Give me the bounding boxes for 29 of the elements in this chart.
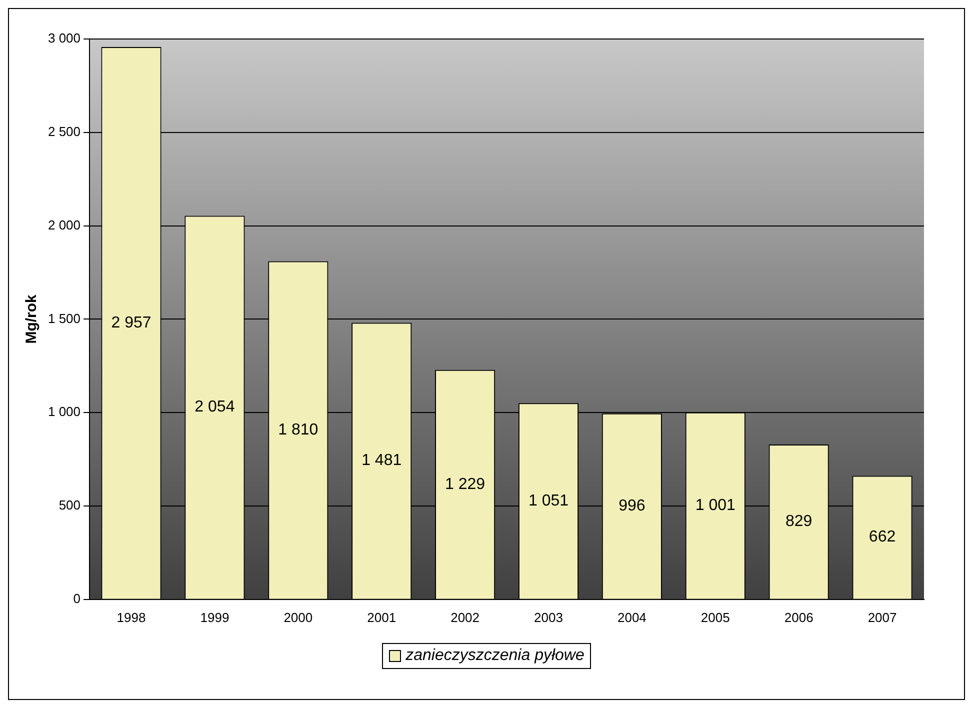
- y-tick-label: 3 000: [48, 30, 81, 46]
- x-tick-label: 2005: [700, 610, 730, 625]
- x-tick-label: 2000: [284, 610, 313, 625]
- data-label: 1 051: [528, 492, 569, 510]
- y-tick-label: 1 000: [48, 404, 81, 420]
- x-tick-label: 2003: [534, 610, 563, 625]
- y-tick-label: 1 500: [48, 310, 81, 326]
- x-tick-label: 1998: [116, 610, 146, 625]
- y-tick-label: 500: [58, 498, 81, 513]
- y-tick-label: 2 500: [48, 124, 81, 139]
- data-label: 1 481: [362, 452, 402, 470]
- x-tick-label: 1999: [200, 610, 230, 625]
- data-label: 996: [618, 498, 646, 515]
- data-label: 1 001: [695, 497, 736, 514]
- y-tick-label: 0: [73, 590, 81, 606]
- y-tick-label: 2 000: [48, 217, 81, 232]
- data-label: 2 957: [111, 314, 152, 332]
- x-tick-label: 2001: [367, 610, 396, 625]
- x-tick-label: 2004: [617, 610, 646, 625]
- data-label: 2 054: [194, 398, 235, 416]
- text: zanieczyszczenia pyłowe: [406, 647, 584, 665]
- data-label: 662: [868, 528, 896, 546]
- data-label: 1 229: [445, 476, 486, 493]
- x-tick-label: 2002: [450, 610, 480, 625]
- data-label: 829: [785, 513, 812, 530]
- x-tick-label: 2006: [784, 610, 814, 625]
- x-tick-label: 2007: [868, 610, 897, 625]
- y-axis-title: Mg/rok: [23, 294, 40, 344]
- data-label: 1 810: [278, 422, 318, 438]
